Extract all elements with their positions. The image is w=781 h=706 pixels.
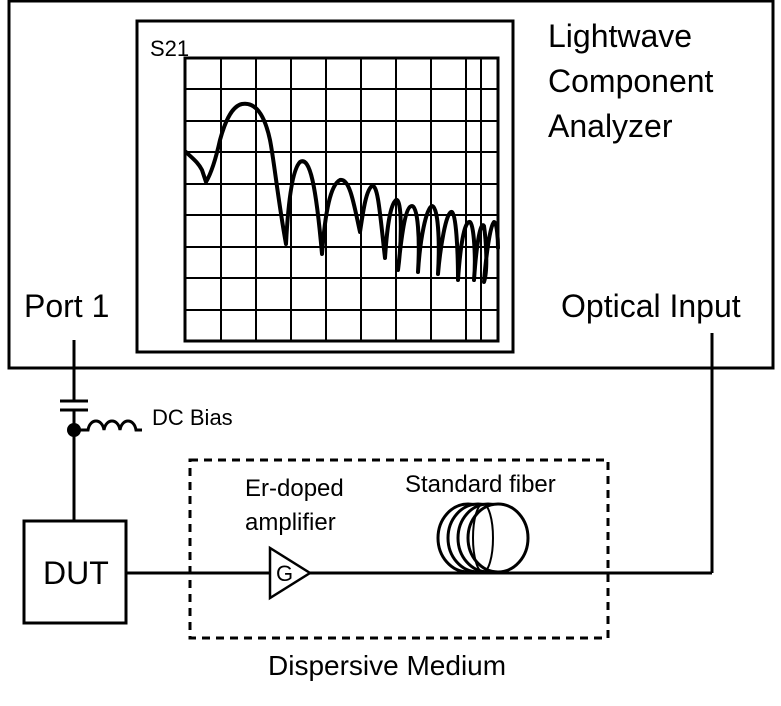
amplifier-icon: [268, 545, 313, 601]
optical-input-label: Optical Input: [561, 288, 741, 324]
plot-grid: [183, 56, 500, 343]
dispersive-medium-label: Dispersive Medium: [268, 650, 507, 681]
instrument-title-line-3: Analyzer: [548, 108, 673, 144]
instrument-title-line-1: Lightwave: [548, 18, 693, 54]
fiber-label: Standard fiber: [405, 471, 556, 498]
capacitor-icon: [60, 399, 88, 412]
fiber-spool-icon: [436, 502, 530, 574]
dispersive-medium-box: [188, 458, 610, 640]
instrument-box: [7, 0, 775, 370]
s21-trace: [184, 101, 500, 284]
amplifier-label-line-2: amplifier: [245, 509, 336, 536]
instrument-title-line-2: Component: [548, 63, 714, 99]
inductor-icon: [74, 419, 142, 432]
port-1-label: Port 1: [24, 288, 110, 324]
screen-label: S21: [150, 36, 190, 61]
amplifier-gain-symbol: G: [276, 561, 294, 586]
dc-bias-label: DC Bias: [152, 405, 233, 430]
screen-frame: [135, 19, 515, 354]
dut-label: DUT: [43, 555, 109, 591]
amplifier-label-line-1: Er-doped: [245, 475, 344, 502]
